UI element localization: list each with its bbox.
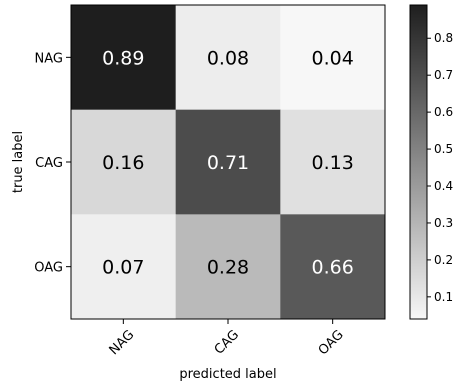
x-tick-label: NAG [107, 327, 138, 358]
y-axis-label: true label [11, 131, 26, 193]
colorbar-tick-label: 0.6 [434, 105, 453, 119]
y-tick-label: NAG [35, 51, 63, 66]
heatmap-cell-NAG-CAG [175, 5, 281, 111]
heatmap-cell-CAG-NAG [71, 109, 177, 215]
colorbar [409, 4, 428, 320]
colorbar-tick-label: 0.5 [434, 142, 453, 156]
heatmap-cell-OAG-CAG [175, 214, 281, 320]
cell-value-label: 0.89 [102, 47, 144, 69]
x-tick-label: CAG [212, 327, 242, 357]
heatmap-cells [71, 5, 386, 320]
y-tick-label: OAG [34, 261, 63, 276]
heatmap-cell-NAG-OAG [280, 5, 386, 111]
heatmap-cell-CAG-OAG [280, 109, 386, 215]
colorbar-tick-label: 0.4 [434, 179, 453, 193]
cell-value-label: 0.66 [312, 257, 354, 279]
cell-value-labels: 0.89 0.08 0.04 0.16 0.71 0.13 0.07 0.28 0.66 [102, 47, 354, 278]
cell-value-label: 0.28 [207, 257, 249, 279]
colorbar-tick-label: 0.7 [434, 68, 453, 82]
cell-value-label: 0.08 [207, 47, 249, 69]
cell-value-label: 0.04 [312, 47, 354, 69]
colorbar-ticks: 0.1 0.2 0.3 0.4 0.5 0.6 0.7 0.8 [427, 31, 453, 304]
cell-value-label: 0.13 [312, 152, 354, 174]
heatmap-cell-CAG-CAG [175, 109, 281, 215]
heatmap-cell-OAG-OAG [280, 214, 386, 320]
x-axis-ticks: NAG CAG OAG [107, 319, 347, 358]
heatmap-cell-OAG-NAG [71, 214, 177, 320]
x-tick-label: OAG [316, 327, 347, 358]
y-axis-ticks: NAG CAG OAG [34, 51, 71, 276]
cell-value-label: 0.07 [102, 257, 144, 279]
cell-value-label: 0.16 [102, 152, 144, 174]
y-tick-label: CAG [35, 156, 63, 171]
colorbar-tick-label: 0.2 [434, 253, 453, 267]
colorbar-tick-label: 0.8 [434, 31, 453, 45]
colorbar-tick-label: 0.1 [434, 290, 453, 304]
heatmap-cell-NAG-NAG [71, 5, 177, 111]
cell-value-label: 0.71 [207, 152, 249, 174]
colorbar-tick-label: 0.3 [434, 216, 453, 230]
x-axis-label: predicted label [179, 367, 276, 382]
